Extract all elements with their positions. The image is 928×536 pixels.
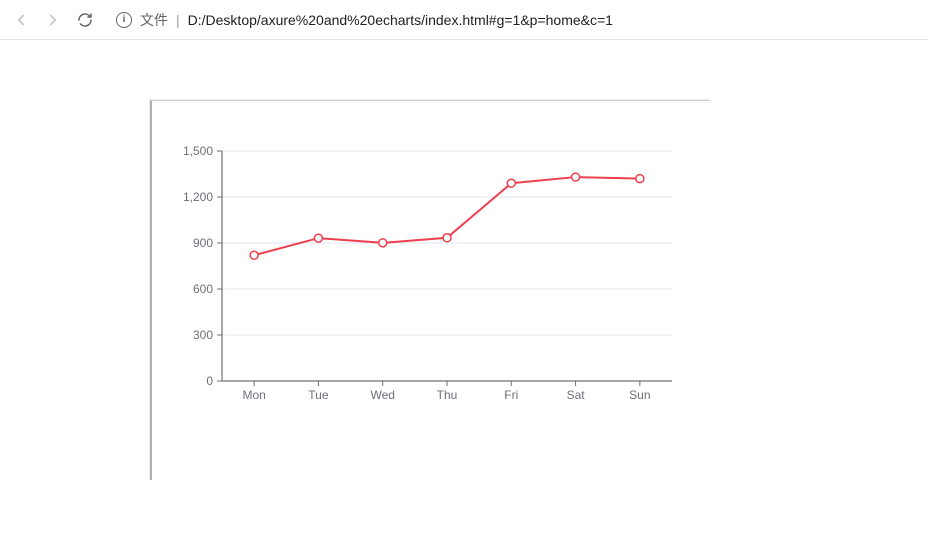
data-marker [379, 239, 387, 247]
chart-svg: 0 300 600 900 1,200 1,500 Mon Tue Wed Thu Fri Sat Su… [162, 141, 692, 441]
data-line [254, 177, 640, 255]
x-axis-label: Sun [629, 388, 650, 402]
data-marker [314, 234, 322, 242]
x-axis-label: Fri [504, 388, 518, 402]
x-axis-label: Sat [567, 388, 586, 402]
x-axis-label: Mon [242, 388, 265, 402]
data-marker [636, 175, 644, 183]
x-axis-label: Wed [370, 388, 394, 402]
info-icon: i [116, 12, 132, 28]
x-axis-label: Tue [308, 388, 329, 402]
x-axis-label: Thu [437, 388, 458, 402]
url-text: D:/Desktop/axure%20and%20echarts/index.h… [188, 12, 613, 28]
page-content: 0 300 600 900 1,200 1,500 Mon Tue Wed Thu Fri Sat Su… [0, 40, 928, 480]
data-marker [507, 179, 515, 187]
data-marker [250, 251, 258, 259]
y-axis-label: 1,500 [183, 144, 213, 158]
y-axis-label: 600 [193, 282, 213, 296]
line-chart: 0 300 600 900 1,200 1,500 Mon Tue Wed Thu Fri Sat Su… [150, 100, 710, 480]
browser-toolbar: i 文件 | D:/Desktop/axure%20and%20echarts/… [0, 0, 928, 40]
y-axis-label: 0 [206, 374, 213, 388]
y-axis-label: 900 [193, 236, 213, 250]
back-icon[interactable] [12, 11, 30, 29]
data-marker [443, 234, 451, 242]
data-marker [572, 173, 580, 181]
reload-icon[interactable] [76, 11, 94, 29]
y-axis-label: 300 [193, 328, 213, 342]
address-bar[interactable]: i 文件 | D:/Desktop/axure%20and%20echarts/… [108, 10, 916, 30]
address-divider: | [176, 12, 180, 28]
file-scheme-label: 文件 [140, 10, 168, 30]
y-axis-label: 1,200 [183, 190, 213, 204]
forward-icon[interactable] [44, 11, 62, 29]
